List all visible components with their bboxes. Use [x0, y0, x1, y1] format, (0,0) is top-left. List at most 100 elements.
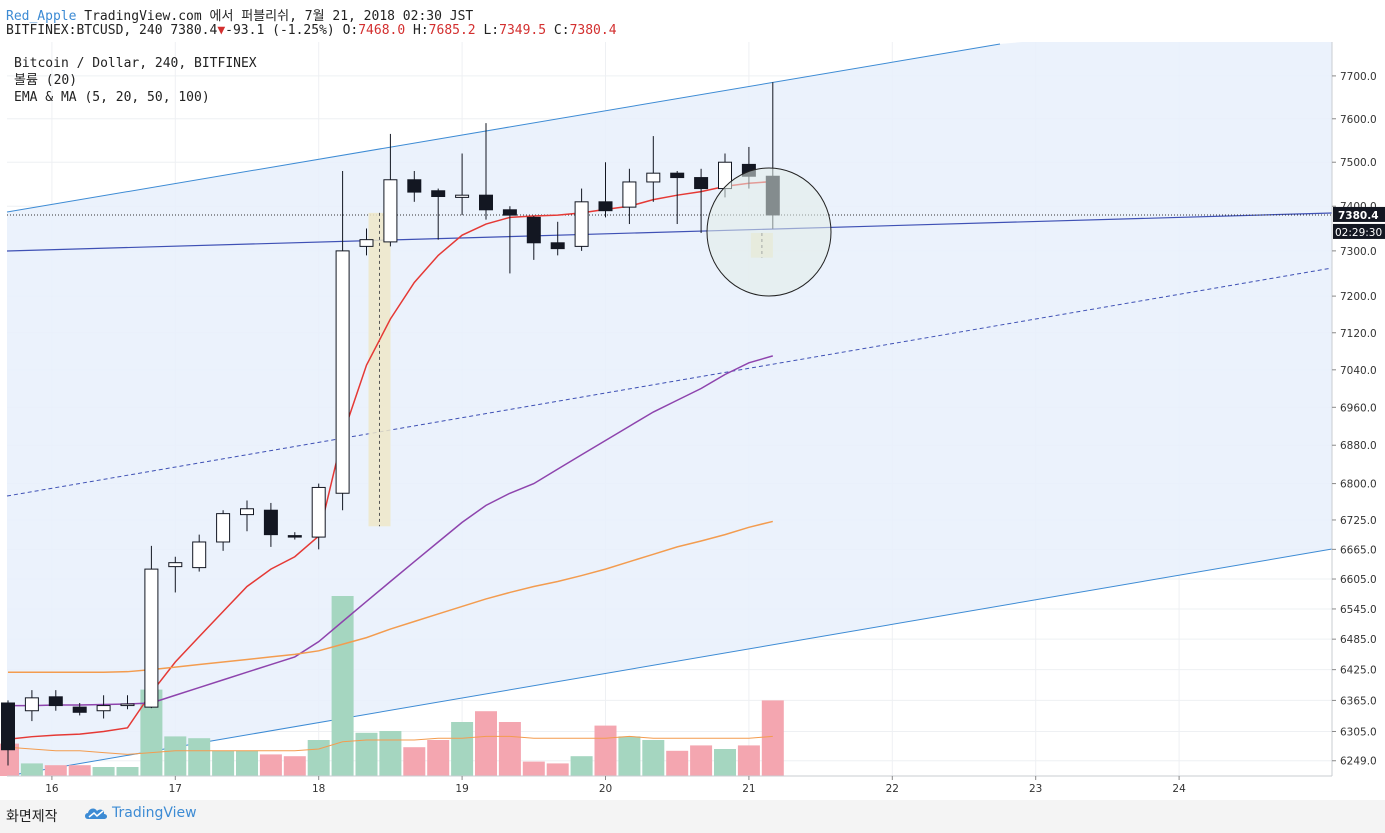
price-tick-label: 6545.0	[1340, 604, 1377, 616]
symbol-info: BITFINEX:BTCUSD, 240 7380.4	[6, 23, 218, 38]
tradingview-logo[interactable]: TradingView	[84, 805, 197, 821]
candle-body	[646, 172, 661, 183]
volume-bar	[570, 756, 593, 776]
publish-info: TradingView.com 에서 퍼블리쉬, 7월 21, 2018 02:…	[84, 9, 474, 24]
open-value: 7468.0	[358, 23, 406, 38]
price-tick-label: 7040.0	[1340, 365, 1377, 377]
ma-20-line	[8, 355, 774, 707]
volume-bar	[164, 736, 187, 776]
candle-body	[526, 216, 541, 244]
chart-header: Red_Apple TradingView.com 에서 퍼블리쉬, 7월 21…	[0, 0, 1385, 42]
tradingview-cloud-icon	[85, 808, 107, 819]
volume-bar	[188, 738, 211, 776]
last-price-tag-label: 7380.4	[1338, 210, 1379, 222]
volume-bar	[140, 689, 163, 776]
candle-body	[240, 508, 254, 516]
candle-body	[335, 250, 350, 494]
candle-body	[383, 179, 398, 243]
time-tick-label: 19	[455, 783, 468, 795]
close-label: C:	[553, 23, 570, 38]
low-label: L:	[483, 23, 500, 38]
volume-bar	[714, 749, 736, 776]
volume-bar	[451, 722, 474, 776]
time-tick-label: 22	[886, 783, 899, 795]
volume-bar	[0, 743, 19, 776]
volume-bar	[116, 767, 139, 776]
high-value: 7685.2	[428, 23, 476, 38]
candle-body	[359, 239, 374, 247]
volume-bar	[68, 765, 91, 776]
volume-bar	[212, 750, 235, 776]
time-tick-label: 20	[599, 783, 612, 795]
countdown-tag-label: 02:29:30	[1335, 227, 1382, 239]
candle-body	[1, 702, 15, 751]
channel-top-line	[6, 43, 1001, 213]
price-tick-label: 7500.0	[1340, 157, 1377, 169]
countdown-tag	[1333, 223, 1385, 239]
price-tick-label: 7700.0	[1340, 71, 1377, 83]
time-tick-label: 17	[169, 783, 182, 795]
candle-body	[407, 179, 422, 193]
price-tick-label: 7120.0	[1340, 328, 1377, 340]
candle-body	[574, 201, 589, 247]
volume-bar	[403, 747, 426, 776]
time-tick-label: 21	[742, 783, 755, 795]
author-link[interactable]: Red_Apple	[6, 9, 77, 24]
legend-symbol[interactable]: Bitcoin / Dollar, 240, BITFINEX	[14, 56, 257, 71]
price-tick-label: 6605.0	[1340, 574, 1377, 586]
last-price-tag	[1333, 206, 1385, 222]
time-tick-label: 24	[1172, 783, 1186, 795]
candle-body	[72, 706, 87, 713]
price-tick-label: 6425.0	[1340, 665, 1377, 677]
close-value: 7380.4	[569, 23, 617, 38]
publish-line: Red_Apple TradingView.com 에서 퍼블리쉬, 7월 21…	[6, 5, 473, 24]
ma-50-line	[8, 520, 773, 673]
price-tick-label: 6800.0	[1340, 479, 1377, 491]
symbol-line: BITFINEX:BTCUSD, 240 7380.4▼-93.1 (-1.25…	[6, 23, 617, 38]
volume-bar	[737, 745, 760, 776]
candle-body	[670, 172, 685, 179]
volume-bar	[498, 722, 521, 776]
candle-body	[24, 697, 39, 712]
candle-body	[144, 568, 159, 708]
candle-body	[431, 190, 446, 198]
volume-bar	[427, 740, 450, 776]
channel-median-line	[6, 267, 1333, 497]
footer: 화면제작 TradingView	[0, 800, 1385, 833]
volume-bar	[283, 756, 306, 776]
legend-volume[interactable]: 볼륨 (20)	[14, 73, 78, 88]
chart-legend: Bitcoin / Dollar, 240, BITFINEX 볼륨 (20) …	[14, 55, 257, 106]
candle-body	[598, 201, 613, 212]
low-value: 7349.5	[499, 23, 547, 38]
time-tick-label: 18	[312, 783, 325, 795]
tradingview-brand: TradingView	[112, 805, 197, 821]
legend-ema-ma[interactable]: EMA & MA (5, 20, 50, 100)	[14, 90, 210, 105]
volume-bar	[761, 700, 784, 776]
price-chart[interactable]: 7700.07600.07500.07400.07300.07200.07120…	[0, 42, 1385, 800]
volume-bar	[475, 711, 497, 776]
price-tick-label: 6485.0	[1340, 634, 1377, 646]
volume-ma-line	[7, 735, 773, 755]
candle-body	[311, 486, 326, 538]
candle-body	[48, 696, 63, 707]
candle-body	[216, 513, 231, 543]
volume-bar	[379, 731, 402, 776]
volume-bar	[259, 754, 282, 776]
down-arrow-icon: ▼	[217, 23, 226, 38]
volume-bar	[618, 736, 641, 776]
volume-bar	[642, 740, 665, 776]
volume-bar	[522, 761, 545, 776]
price-tick-label: 6880.0	[1340, 440, 1377, 452]
highlight-circle	[706, 167, 832, 297]
volume-bar	[546, 763, 569, 776]
volume-bar	[355, 732, 378, 776]
trend-line	[6, 212, 1333, 252]
candle-body	[479, 194, 493, 211]
price-change: -93.1 (-1.25%)	[225, 23, 335, 38]
price-tick-label: 7600.0	[1340, 114, 1377, 126]
volume-bar	[20, 763, 43, 776]
candle-body	[96, 705, 111, 712]
time-tick-label: 16	[45, 783, 59, 795]
price-tick-label: 6249.0	[1340, 756, 1377, 768]
footer-label: 화면제작	[6, 809, 58, 825]
